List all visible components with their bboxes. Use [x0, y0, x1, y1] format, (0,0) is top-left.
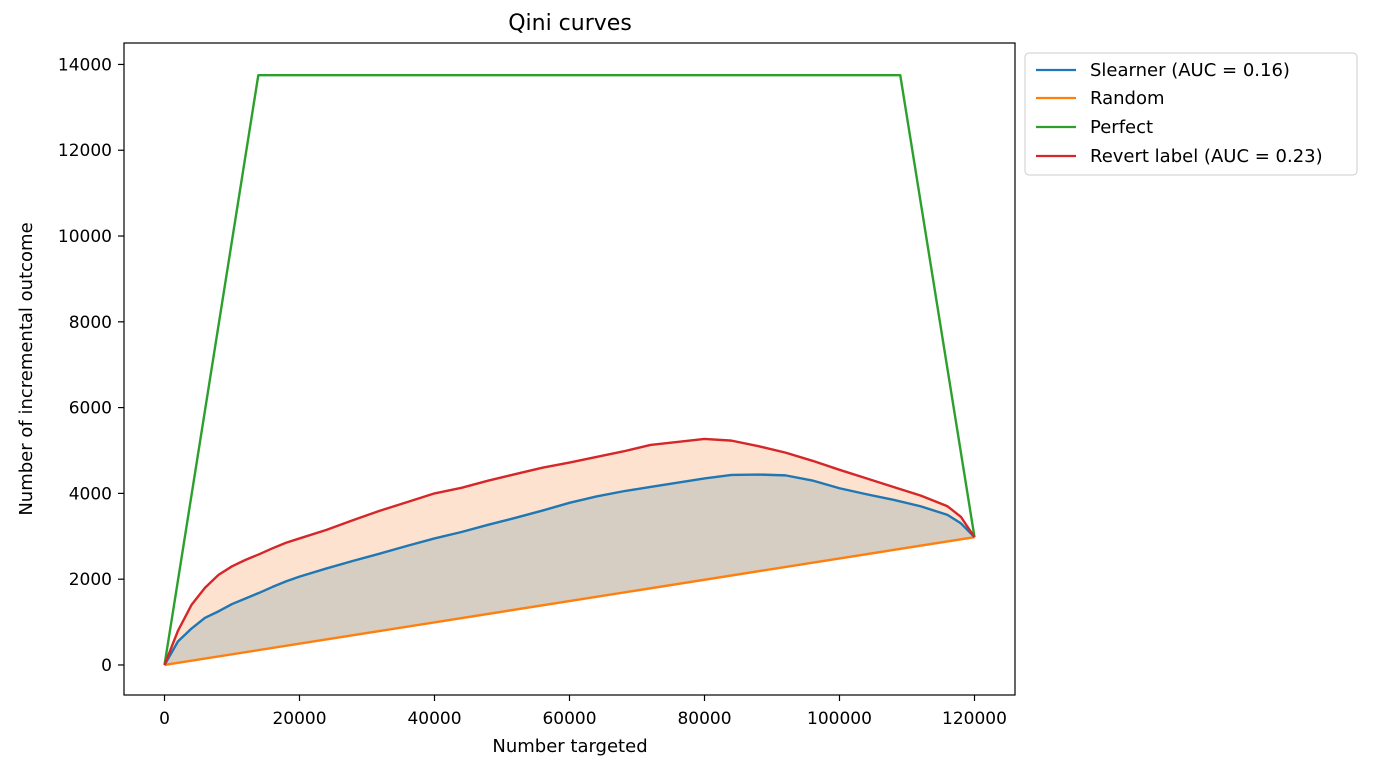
y-tick-label: 14000 [58, 55, 112, 75]
legend-label-revert-label: Revert label (AUC = 0.23) [1090, 146, 1323, 167]
x-axis-ticks: 0 20000 40000 60000 80000 100000 120000 [159, 695, 1007, 729]
x-tick-label: 80000 [677, 709, 731, 729]
x-tick-label: 20000 [272, 709, 326, 729]
legend-box [1024, 52, 1358, 176]
x-tick-label: 40000 [407, 709, 461, 729]
x-tick-label: 100000 [807, 709, 872, 729]
y-axis-label: Number of incremental outcome [16, 222, 37, 515]
x-axis-label: Number targeted [492, 736, 647, 757]
y-tick-label: 4000 [69, 484, 112, 504]
legend-label-random: Random [1090, 88, 1165, 109]
series-lines [163, 73, 976, 667]
y-tick-label: 10000 [58, 227, 112, 247]
y-tick-label: 0 [101, 656, 112, 676]
x-tick-label: 120000 [942, 709, 1007, 729]
x-tick-label: 0 [159, 709, 170, 729]
area-fills [164, 438, 975, 665]
y-tick-label: 8000 [69, 313, 112, 333]
series-line-revert-label [163, 437, 976, 666]
y-axis-ticks: 0 2000 4000 6000 8000 10000 12000 14000 [58, 55, 124, 676]
series-line-perfect [163, 73, 976, 666]
legend-label-perfect: Perfect [1090, 117, 1153, 138]
x-tick-label: 60000 [542, 709, 596, 729]
y-tick-label: 12000 [58, 141, 112, 161]
legend: Slearner (AUC = 0.16) Random Perfect Rev… [1024, 52, 1358, 176]
series-line-random [164, 535, 975, 667]
y-tick-label: 2000 [69, 570, 112, 590]
area-fill-slearner [164, 474, 975, 665]
legend-label-slearner: Slearner (AUC = 0.16) [1090, 60, 1290, 81]
chart-title: Qini curves [508, 11, 632, 36]
y-tick-label: 6000 [69, 399, 112, 419]
series-line-slearner [163, 473, 976, 666]
